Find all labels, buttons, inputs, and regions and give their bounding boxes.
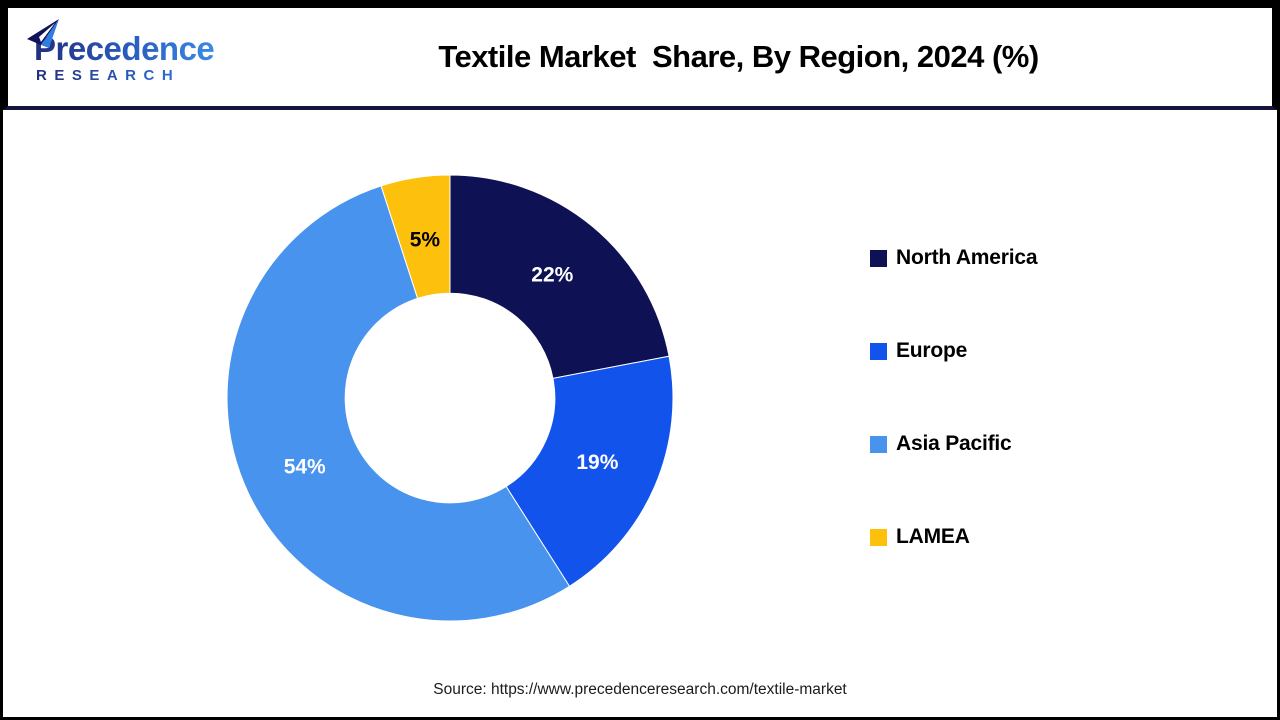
paper-plane-icon bbox=[27, 18, 59, 48]
chart-title: Textile Market Share, By Region, 2024 (%… bbox=[438, 39, 1039, 74]
logo-subtitle: RESEARCH bbox=[34, 68, 233, 83]
legend-label: LAMEA bbox=[896, 525, 970, 548]
slice-data-label: 22% bbox=[531, 263, 573, 286]
slice-data-label: 5% bbox=[410, 228, 441, 251]
legend-label: Europe bbox=[896, 339, 968, 362]
logo-wordmark: Precedence bbox=[27, 18, 233, 67]
legend-item-asia-pacific: Asia Pacific bbox=[870, 431, 1037, 457]
donut-slice-north-america bbox=[449, 174, 670, 379]
legend-item-europe: Europe bbox=[870, 338, 1037, 364]
legend-label: North America bbox=[896, 246, 1038, 269]
chart-legend: North America Europe Asia Pacific LAMEA bbox=[870, 245, 1038, 550]
chart-area: 22% 19% 54% 5% North America Europe Asia Paci… bbox=[3, 110, 1277, 713]
legend-swatch bbox=[870, 342, 887, 360]
donut-slice-asia-pacific bbox=[226, 185, 571, 622]
donut-slice-lamea bbox=[380, 174, 451, 299]
logo-name: Precedence bbox=[34, 29, 215, 67]
slice-data-label: 19% bbox=[576, 451, 618, 474]
legend-item-north-america: North America bbox=[870, 245, 1038, 271]
donut-slice-europe bbox=[505, 355, 674, 587]
header-bar: Precedence RESEARCH Textile Market Share… bbox=[3, 3, 1277, 110]
donut-chart: 22% 19% 54% 5% bbox=[226, 174, 674, 622]
legend-swatch bbox=[870, 528, 887, 546]
precedence-logo: Precedence RESEARCH bbox=[8, 18, 233, 83]
legend-item-lamea: LAMEA bbox=[870, 524, 1037, 550]
legend-label: Asia Pacific bbox=[896, 432, 1012, 455]
slice-data-label: 54% bbox=[284, 455, 326, 478]
legend-swatch bbox=[870, 249, 887, 267]
legend-swatch bbox=[870, 435, 887, 453]
source-citation: Source: https://www.precedenceresearch.c… bbox=[433, 681, 847, 698]
